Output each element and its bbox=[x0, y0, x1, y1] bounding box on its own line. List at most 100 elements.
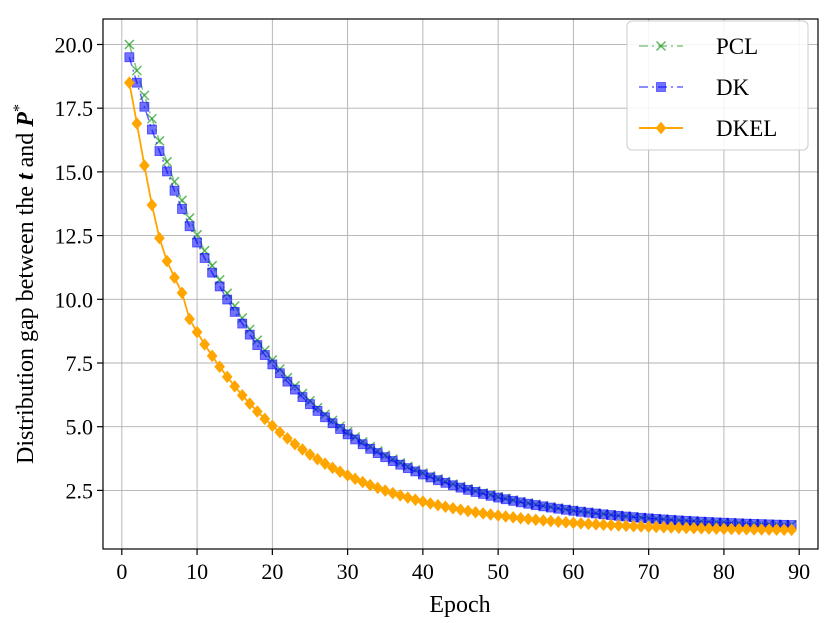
data-point-dkel bbox=[507, 511, 519, 524]
series-dkel bbox=[123, 76, 798, 537]
x-tick-label: 30 bbox=[337, 559, 359, 584]
data-point-dkel bbox=[319, 457, 331, 471]
data-point-dk bbox=[229, 306, 240, 317]
marker-stroke bbox=[161, 156, 173, 167]
data-point-pcl bbox=[124, 39, 135, 50]
data-point-dkel bbox=[522, 512, 534, 526]
data-point-dkel bbox=[695, 521, 707, 535]
x-tick-label: 20 bbox=[261, 559, 283, 584]
data-point-dkel bbox=[710, 522, 722, 536]
data-point-pcl bbox=[146, 113, 157, 124]
marker-stroke bbox=[124, 39, 135, 50]
data-point-dkel bbox=[733, 522, 745, 536]
data-point-dkel bbox=[402, 491, 414, 505]
data-point-dkel bbox=[447, 501, 459, 515]
data-point-dkel bbox=[575, 517, 587, 530]
data-point-dkel bbox=[462, 504, 474, 518]
x-tick-label: 80 bbox=[713, 559, 735, 584]
legend-entry-dkel: DKEL bbox=[639, 116, 777, 141]
data-point-dk bbox=[282, 376, 293, 387]
data-point-dkel bbox=[741, 522, 752, 536]
data-point-dkel bbox=[304, 448, 316, 461]
data-point-dkel bbox=[289, 437, 301, 451]
data-point-dkel bbox=[485, 508, 497, 521]
legend-label-dk: DK bbox=[716, 75, 750, 100]
data-point-dk bbox=[154, 146, 165, 156]
data-point-dk bbox=[199, 253, 210, 263]
marker-stroke bbox=[131, 65, 142, 76]
data-point-dk bbox=[222, 294, 233, 305]
legend-label-pcl: PCL bbox=[716, 34, 758, 59]
data-point-dk bbox=[297, 392, 308, 402]
y-tick-label: 12.5 bbox=[55, 224, 94, 249]
data-point-dk bbox=[274, 368, 285, 379]
series-dk bbox=[124, 52, 797, 530]
x-axis-title: Epoch bbox=[429, 592, 490, 618]
data-point-dk bbox=[124, 52, 135, 63]
data-point-dkel bbox=[259, 412, 271, 426]
y-axis-title: Distribution gap between the t and P* bbox=[11, 104, 39, 464]
marker-stroke bbox=[655, 40, 667, 52]
legend: PCL DK DKEL bbox=[626, 20, 809, 151]
data-point-dkel bbox=[387, 486, 399, 500]
data-point-dk bbox=[305, 399, 315, 410]
data-point-dk bbox=[162, 166, 172, 177]
data-point-pcl bbox=[176, 195, 188, 206]
data-point-dkel bbox=[748, 522, 760, 536]
data-point-dkel bbox=[680, 521, 692, 535]
data-point-dkel bbox=[515, 511, 527, 525]
data-point-pcl bbox=[184, 213, 195, 224]
data-point-dkel bbox=[763, 523, 775, 536]
legend-box bbox=[626, 20, 809, 151]
x-tick-label: 0 bbox=[116, 559, 127, 584]
data-point-dkel bbox=[379, 484, 391, 497]
data-point-dkel bbox=[221, 370, 233, 384]
data-point-dkel bbox=[560, 515, 572, 529]
x-tick-label: 90 bbox=[788, 559, 810, 584]
data-point-dkel bbox=[327, 461, 338, 475]
data-point-dk bbox=[327, 418, 338, 429]
data-point-dkel bbox=[778, 523, 790, 537]
data-point-dkel bbox=[613, 519, 624, 532]
x-tick-label: 60 bbox=[562, 559, 584, 584]
data-point-dkel bbox=[229, 379, 241, 393]
plot-frame bbox=[102, 18, 819, 550]
data-point-dkel bbox=[334, 465, 346, 479]
data-point-dk bbox=[207, 267, 218, 278]
data-point-dkel bbox=[146, 198, 158, 212]
data-point-dkel bbox=[214, 360, 226, 374]
data-point-dk bbox=[214, 281, 225, 292]
data-point-dkel bbox=[545, 514, 557, 528]
data-point-pcl bbox=[161, 156, 173, 167]
data-point-dkel bbox=[342, 468, 354, 482]
data-point-dk bbox=[259, 350, 270, 360]
data-point-dkel bbox=[432, 498, 444, 512]
y-tick-label: 5.0 bbox=[66, 415, 94, 440]
y-tick-label: 2.5 bbox=[66, 478, 94, 503]
data-point-dkel bbox=[718, 522, 730, 536]
data-point-dkel bbox=[537, 514, 549, 527]
data-point-dkel bbox=[417, 495, 429, 509]
legend-marker-pcl bbox=[655, 40, 667, 52]
data-point-dk bbox=[169, 185, 180, 196]
y-tick-label: 20.0 bbox=[55, 32, 94, 57]
data-point-dkel bbox=[199, 338, 211, 351]
data-point-dk bbox=[312, 406, 323, 416]
data-point-dkel bbox=[673, 521, 685, 535]
x-tick-label: 50 bbox=[487, 559, 509, 584]
data-point-dk bbox=[267, 359, 278, 370]
legend-label-dkel: DKEL bbox=[716, 116, 777, 141]
data-point-dkel bbox=[138, 159, 150, 172]
y-axis-title-middle: and bbox=[13, 127, 39, 174]
data-point-dkel bbox=[492, 509, 504, 522]
data-point-dkel bbox=[567, 516, 579, 530]
data-point-dk bbox=[147, 124, 157, 135]
data-point-dk bbox=[237, 318, 248, 329]
data-point-dkel bbox=[628, 519, 640, 533]
data-point-dkel bbox=[552, 515, 564, 529]
data-point-dkel bbox=[206, 349, 218, 363]
tick-layer: 0 10 20 30 40 50 60 70 80 90 2.5 5.0 7.5 10.0 12.5 15.0… bbox=[55, 32, 811, 584]
data-point-dkel bbox=[658, 520, 670, 534]
data-point-dkel bbox=[251, 405, 263, 418]
data-point-dk bbox=[139, 101, 150, 112]
